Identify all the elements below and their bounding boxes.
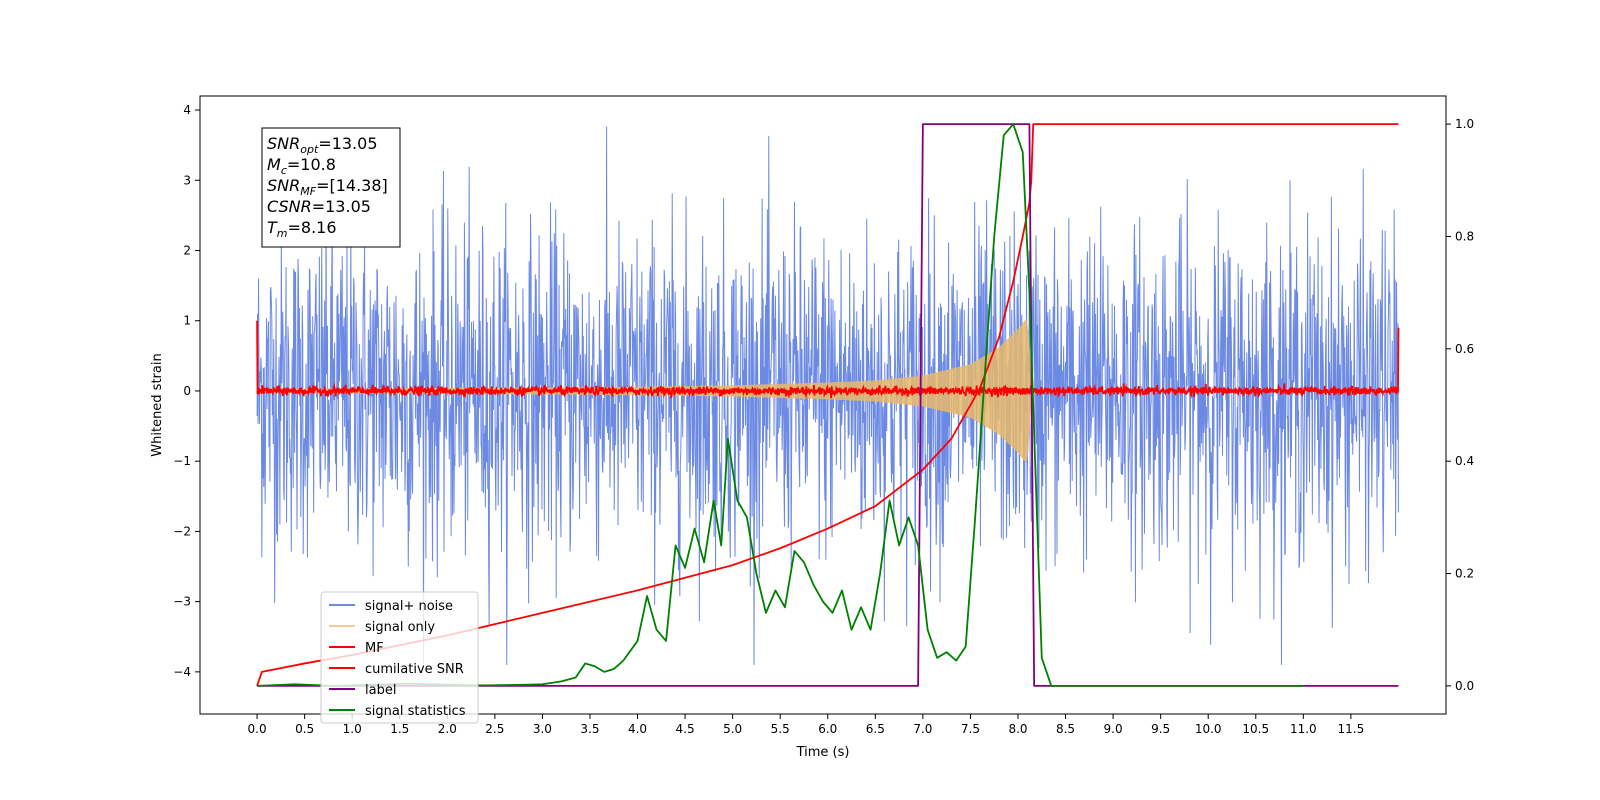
y-tick-label: 2 [183, 244, 191, 258]
legend-label-label: label [365, 683, 396, 698]
legend-label-cumilative-snr: cumilative SNR [365, 662, 464, 677]
x-tick-label: 11.0 [1290, 722, 1317, 736]
x-tick-label: 9.5 [1151, 722, 1170, 736]
x-tick-label: 8.0 [1008, 722, 1027, 736]
y-axis-label: Whitened strain [150, 353, 165, 456]
y2-tick-label: 0.8 [1455, 229, 1474, 243]
y-tick-label: −2 [173, 524, 191, 538]
x-tick-label: 5.5 [771, 722, 790, 736]
y-tick-label: 1 [183, 314, 191, 328]
x-tick-label: 6.0 [818, 722, 837, 736]
x-tick-label: 7.0 [913, 722, 932, 736]
series-mf [256, 320, 1400, 399]
x-tick-label: 1.0 [343, 722, 362, 736]
y2-tick-label: 0.6 [1455, 342, 1474, 356]
x-tick-label: 1.5 [390, 722, 409, 736]
plot-frame [199, 95, 1447, 715]
legend-label-signal-statistics: signal statistics [365, 704, 466, 719]
legend-label-signal-noise: signal+ noise [365, 599, 453, 614]
x-tick-label: 2.0 [438, 722, 457, 736]
stats-annotation-box: SNRopt=13.05Mc=10.8SNRMF=[14.38]CSNR=13.… [261, 127, 401, 248]
x-tick-label: 3.5 [580, 722, 599, 736]
x-tick-label: 10.0 [1195, 722, 1222, 736]
series-signal-statistics [257, 123, 1304, 687]
x-tick-label: 4.5 [676, 722, 695, 736]
x-tick-label: 0.0 [248, 722, 267, 736]
x-tick-label: 4.0 [628, 722, 647, 736]
legend-frame [320, 591, 479, 724]
y2-tick-label: 0.2 [1455, 567, 1474, 581]
y-axis-left: −4 −3 −2 −1 0 1 2 3 4 [173, 103, 200, 679]
y2-tick-label: 0.0 [1455, 679, 1474, 693]
y-tick-label: −4 [173, 665, 191, 679]
y2-tick-label: 0.4 [1455, 454, 1474, 468]
x-tick-label: 9.0 [1104, 722, 1123, 736]
y-tick-label: −1 [173, 454, 191, 468]
y-axis-right: 0.0 0.2 0.4 0.6 0.8 1.0 [1446, 117, 1474, 693]
legend-label-signal-only: signal only [365, 620, 435, 635]
y-tick-label: 3 [183, 173, 191, 187]
annotation-line: Mc=10.8 [267, 155, 336, 177]
y-tick-label: 4 [183, 103, 191, 117]
annotation-line: SNRMF=[14.38] [267, 176, 388, 198]
x-tick-label: 7.5 [961, 722, 980, 736]
x-tick-label: 8.5 [1056, 722, 1075, 736]
annotation-line: Tm=8.16 [267, 218, 337, 240]
x-tick-label: 3.0 [533, 722, 552, 736]
x-tick-label: 5.0 [723, 722, 742, 736]
x-tick-label: 11.5 [1338, 722, 1365, 736]
legend-label-mf: MF [365, 641, 384, 656]
x-axis: 0.0 0.5 1.0 1.5 2.0 2.5 3.0 3.5 4.0 4.5 5.0 5.5 6.0 6… [248, 714, 1365, 736]
x-tick-label: 0.5 [295, 722, 314, 736]
x-axis-label: Time (s) [796, 745, 850, 760]
x-tick-label: 10.5 [1242, 722, 1269, 736]
y-tick-label: −3 [173, 595, 191, 609]
series-signal-noise [256, 126, 1399, 665]
annotation-line: CSNR=13.05 [267, 197, 371, 216]
y2-tick-label: 1.0 [1455, 117, 1474, 131]
x-tick-label: 6.5 [866, 722, 885, 736]
y-tick-label: 0 [183, 384, 191, 398]
annotation-frame [261, 127, 401, 248]
x-tick-label: 2.5 [485, 722, 504, 736]
legend: signal+ noise signal only MF cumilative SNR… [320, 591, 479, 724]
annotation-line: SNRopt=13.05 [267, 134, 378, 156]
